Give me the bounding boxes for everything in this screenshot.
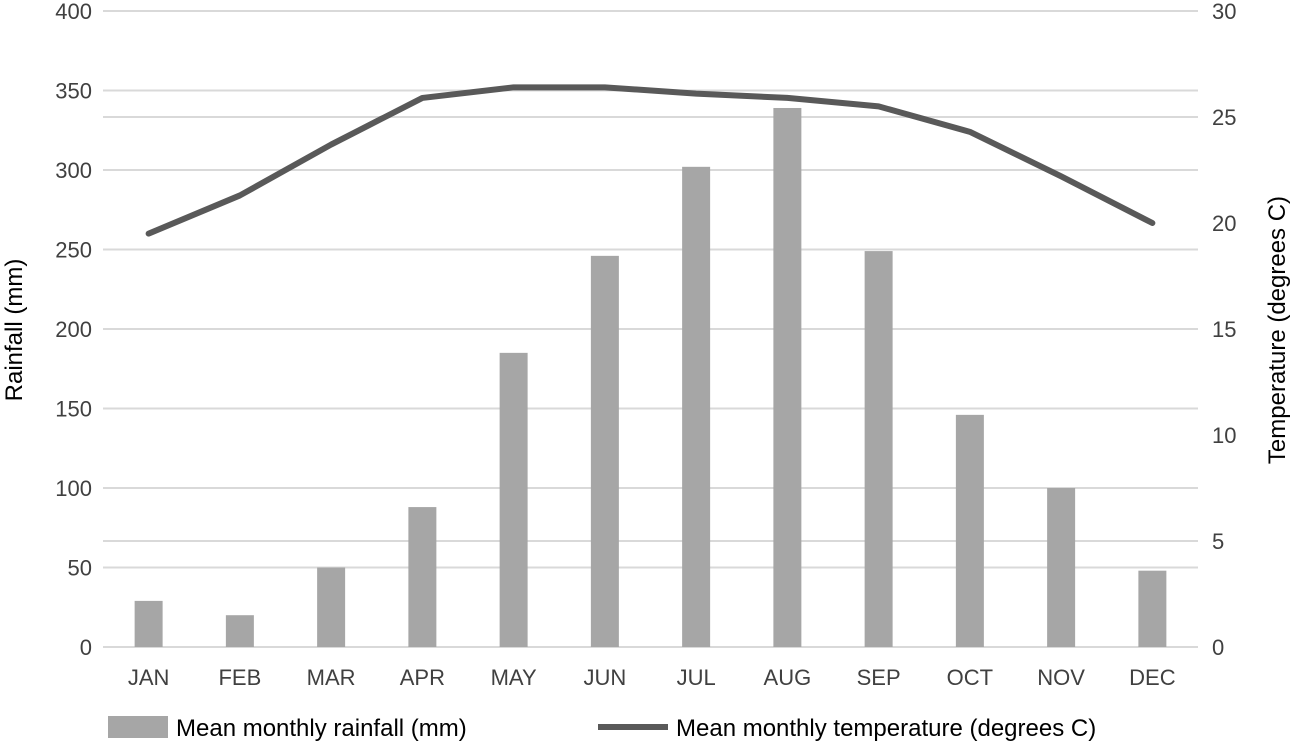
left-tick-label: 0: [80, 635, 92, 660]
x-tick-label: JUL: [677, 665, 716, 690]
left-tick-label: 50: [68, 556, 92, 581]
left-tick-label: 200: [55, 317, 92, 342]
right-tick-label: 30: [1212, 0, 1236, 24]
right-axis-ticks: 0 5 10 15 20 25 30: [1212, 0, 1236, 660]
left-tick-label: 250: [55, 238, 92, 263]
x-tick-label: OCT: [947, 665, 993, 690]
rainfall-bar: [134, 600, 163, 647]
x-tick-label: MAY: [491, 665, 537, 690]
rainfall-bar: [682, 166, 711, 647]
rainfall-bar: [317, 567, 346, 647]
x-tick-label: NOV: [1037, 665, 1085, 690]
x-tick-label: APR: [400, 665, 445, 690]
legend-label-temperature: Mean monthly temperature (degrees C): [676, 715, 1096, 742]
rainfall-bars: [134, 107, 1167, 648]
right-tick-label: 15: [1212, 317, 1236, 342]
rainfall-bar: [773, 107, 802, 648]
right-tick-label: 20: [1212, 211, 1236, 236]
rainfall-bar: [408, 507, 437, 647]
temperature-line-layer: [145, 84, 1156, 237]
x-tick-label: AUG: [764, 665, 812, 690]
rainfall-bar: [499, 352, 528, 647]
left-tick-label: 400: [55, 0, 92, 24]
x-tick-label: FEB: [218, 665, 261, 690]
right-tick-label: 5: [1212, 529, 1224, 554]
rainfall-bar: [225, 615, 254, 647]
left-axis-title: Rainfall (mm): [1, 259, 28, 402]
rainfall-bar: [1047, 488, 1076, 647]
grid-lines: [103, 10, 1198, 648]
x-tick-label: JUN: [583, 665, 626, 690]
x-tick-label: JAN: [128, 665, 170, 690]
x-tick-label: DEC: [1129, 665, 1176, 690]
rainfall-bar: [1138, 570, 1167, 647]
rainfall-bar: [955, 414, 984, 647]
left-tick-label: 300: [55, 158, 92, 183]
legend-label-rainfall: Mean monthly rainfall (mm): [176, 715, 467, 742]
right-axis-title: Temperature (degrees C): [1264, 196, 1291, 464]
x-tick-label: MAR: [307, 665, 356, 690]
left-tick-label: 150: [55, 397, 92, 422]
legend-swatch-rainfall: [108, 716, 168, 738]
rainfall-bar: [590, 255, 619, 648]
x-tick-label: SEP: [857, 665, 901, 690]
right-tick-label: 0: [1212, 635, 1224, 660]
right-tick-label: 25: [1212, 105, 1236, 130]
right-tick-label: 10: [1212, 423, 1236, 448]
legend: Mean monthly rainfall (mm) Mean monthly …: [108, 715, 1096, 742]
temperature-line: [145, 84, 1156, 237]
left-axis-ticks: 0 50 100 150 200 250 300 350 400: [55, 0, 92, 660]
rainfall-bar: [864, 251, 893, 647]
left-tick-label: 350: [55, 79, 92, 104]
left-tick-label: 100: [55, 476, 92, 501]
x-axis-ticks: JAN FEB MAR APR MAY JUN JUL AUG SEP OCT NOV DEC: [128, 665, 1176, 690]
